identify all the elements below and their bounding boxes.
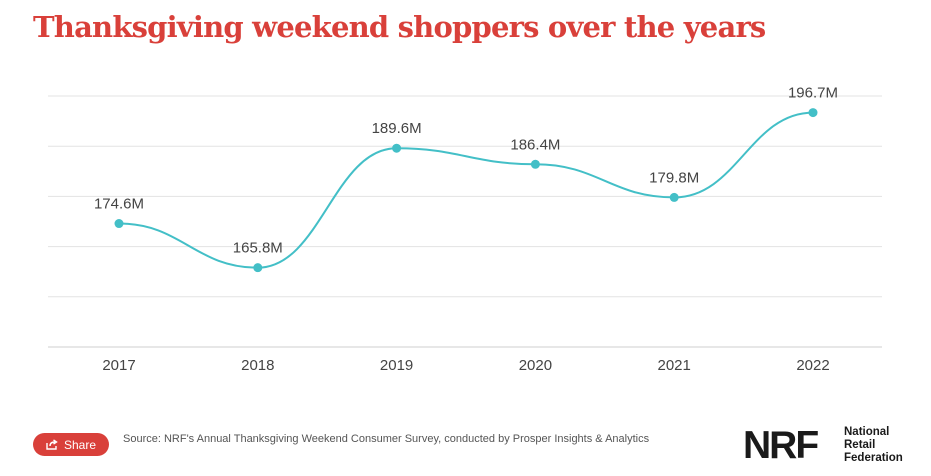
data-point: [392, 143, 402, 153]
data-point: [669, 192, 679, 202]
data-labels: 174.6M 165.8M 189.6M 186.4M 179.8M 196.7M: [94, 85, 838, 257]
share-icon: [46, 439, 58, 450]
data-label: 186.4M: [510, 136, 560, 153]
share-label: Share: [63, 437, 97, 452]
x-axis-ticks: 2017 2018 2019 2020 2021 2022: [102, 357, 829, 374]
x-tick-label: 2017: [102, 357, 135, 374]
source-note: Source: NRF's Annual Thanksgiving Weeken…: [123, 433, 650, 445]
data-point: [808, 108, 818, 118]
x-tick-label: 2018: [241, 357, 274, 374]
data-label: 179.8M: [649, 169, 699, 186]
nrf-logo-mark: NRF: [743, 424, 819, 467]
data-label: 174.6M: [94, 196, 144, 213]
x-tick-label: 2021: [658, 357, 691, 374]
footer: Share Source: NRF's Annual Thanksgiving …: [0, 420, 931, 476]
series-line: [118, 111, 814, 269]
data-label: 165.8M: [233, 240, 283, 257]
x-tick-label: 2022: [796, 357, 829, 374]
data-point: [530, 159, 540, 169]
logo-name-line: National: [844, 426, 890, 438]
data-label: 196.7M: [788, 85, 838, 102]
nrf-logo-name: National Retail Federation: [844, 426, 903, 465]
x-tick-label: 2020: [519, 357, 552, 374]
nrf-logo: NRF National Retail Federation: [743, 424, 923, 468]
data-point: [114, 219, 124, 229]
data-label: 189.6M: [372, 120, 422, 137]
logo-name-line: Federation: [844, 452, 903, 464]
data-points: [114, 108, 818, 273]
page-title: Thanksgiving weekend shoppers over the y…: [33, 10, 766, 44]
logo-name-line: Retail: [844, 439, 876, 451]
data-point: [253, 263, 263, 273]
x-tick-label: 2019: [380, 357, 413, 374]
line-chart: 174.6M 165.8M 189.6M 186.4M 179.8M 196.7M 201…: [48, 85, 882, 374]
share-button[interactable]: Share: [33, 433, 109, 456]
gridlines: [48, 95, 882, 348]
